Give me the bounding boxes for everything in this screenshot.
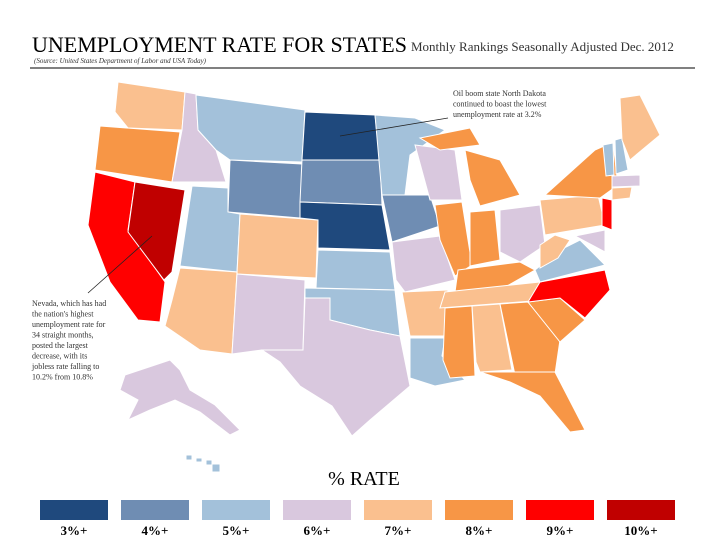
state	[539, 194, 606, 236]
annotation: decrease, with its	[32, 352, 87, 361]
legend-swatch	[445, 500, 513, 520]
state	[315, 249, 396, 291]
legend-label: 3%+	[61, 523, 88, 538]
state	[381, 194, 441, 243]
state	[471, 303, 513, 373]
legend-swatch	[283, 500, 351, 520]
state	[611, 186, 633, 201]
legend-swatch	[364, 500, 432, 520]
state	[469, 209, 501, 267]
state	[499, 301, 561, 376]
state	[401, 289, 449, 337]
annotations: Oil boom state North Dakota continued to …	[31, 89, 547, 382]
state	[211, 463, 221, 473]
state	[299, 159, 383, 206]
annotation: the nation's highest	[32, 310, 94, 319]
legend-label: 7%+	[385, 523, 412, 538]
state	[236, 213, 319, 279]
state	[442, 305, 476, 379]
legend-swatch	[607, 500, 675, 520]
subtitle: Monthly Rankings Seasonally Adjusted Dec…	[411, 39, 674, 54]
legend-title: % RATE	[328, 468, 400, 490]
annotation: jobless rate falling to	[31, 362, 99, 371]
state	[614, 137, 629, 175]
annotation: posted the largest	[32, 341, 89, 350]
state	[527, 269, 611, 319]
state	[164, 267, 238, 355]
annotation: 10.2% from 10.8%	[32, 373, 93, 382]
legend-label: 10%+	[624, 523, 657, 538]
state	[573, 229, 606, 253]
state	[114, 81, 186, 131]
legend-swatch	[121, 500, 189, 520]
legend-label: 8%+	[466, 523, 493, 538]
annotation: Nevada, which has had	[32, 299, 106, 308]
annotation-leader	[339, 117, 449, 137]
state	[299, 201, 391, 251]
state	[94, 125, 181, 183]
annotation: 34 straight months,	[32, 331, 94, 340]
state	[539, 234, 571, 269]
state	[418, 127, 481, 151]
state	[119, 359, 241, 436]
state	[464, 149, 521, 207]
legend-label: 9%+	[547, 523, 574, 538]
state	[195, 457, 203, 463]
state	[602, 142, 615, 177]
legend-swatch	[526, 500, 594, 520]
state	[619, 94, 661, 161]
title: UNEMPLOYMENT RATE FOR STATES	[32, 32, 407, 57]
legend: 3%+ 4%+ 5%+ 6%+ 7%+ 8%+ 9%+ 10%+	[40, 500, 675, 538]
map	[87, 81, 661, 473]
state	[391, 235, 456, 293]
legend-swatch	[40, 500, 108, 520]
annotation: unemployment rate for	[32, 320, 106, 329]
state	[231, 273, 306, 355]
legend-label: 6%+	[304, 523, 331, 538]
state	[414, 144, 463, 201]
annotation: continued to boast the lowest	[453, 100, 547, 109]
state	[454, 261, 537, 293]
state	[479, 371, 586, 433]
state	[499, 204, 546, 263]
state	[127, 181, 186, 281]
state	[601, 197, 613, 231]
annotation-leader	[87, 235, 153, 294]
legend-swatch	[202, 500, 270, 520]
annotation: Oil boom state North Dakota	[453, 89, 546, 98]
state	[611, 174, 641, 188]
source: (Source: United States Department of Lab…	[34, 57, 207, 65]
legend-label: 4%+	[142, 523, 169, 538]
state	[185, 454, 193, 461]
annotation: unemployment rate at 3.2%	[453, 110, 542, 119]
legend-label: 5%+	[223, 523, 250, 538]
state	[227, 159, 303, 219]
state	[260, 297, 411, 437]
state	[205, 459, 213, 466]
